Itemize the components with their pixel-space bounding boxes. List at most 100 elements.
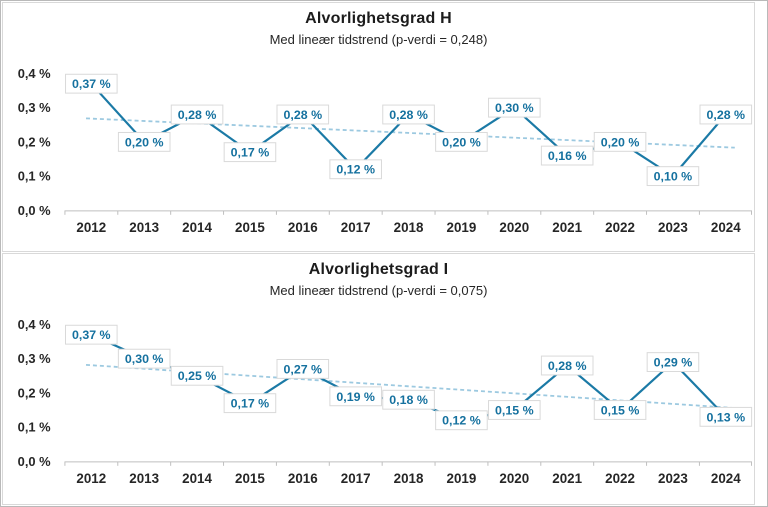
x-tick-label: 2023 (658, 471, 688, 486)
data-label-text: 0,28 % (548, 359, 587, 373)
chart-svg: 0,0 %0,1 %0,2 %0,3 %0,4 %2012 2013 2014 201… (18, 66, 753, 235)
x-tick-label: 2016 (288, 220, 318, 235)
x-tick-label: 2019 (447, 471, 477, 486)
data-label: 0,25 % (170, 365, 224, 386)
data-label: 0,28 % (540, 355, 594, 376)
data-label: 0,17 % (223, 393, 277, 414)
data-label-text: 0,15 % (495, 403, 534, 417)
x-axis-labels: 2012 2013 2014 2015 2016 2017 2018 2019 2020 2021… (76, 471, 741, 486)
y-tick-label: 0,3 % (18, 100, 51, 115)
data-label-text: 0,10 % (654, 170, 693, 184)
data-label: 0,10 % (646, 166, 700, 187)
data-label-text: 0,25 % (178, 369, 217, 383)
data-label: 0,15 % (593, 400, 647, 420)
data-label-text: 0,12 % (442, 414, 481, 428)
data-label-text: 0,17 % (231, 397, 270, 411)
data-label-text: 0,28 % (389, 108, 428, 122)
data-label-text: 0,27 % (284, 362, 323, 376)
data-label: 0,15 % (488, 400, 541, 420)
data-label-text: 0,15 % (601, 403, 640, 417)
y-tick-label: 0,0 % (18, 203, 51, 218)
data-label-text: 0,19 % (336, 390, 375, 404)
x-tick-label: 2012 (76, 471, 106, 486)
data-label-text: 0,28 % (707, 108, 746, 122)
data-label: 0,37 % (65, 324, 118, 345)
data-label-text: 0,18 % (389, 393, 428, 407)
data-label-text: 0,30 % (495, 101, 534, 115)
y-tick-label: 0,2 % (18, 385, 51, 400)
data-label-text: 0,37 % (72, 77, 111, 91)
data-label: 0,16 % (540, 145, 594, 166)
chart-title: Alvorlighetsgrad H (305, 10, 452, 27)
y-tick-label: 0,2 % (18, 134, 51, 149)
data-label-text: 0,13 % (707, 410, 746, 424)
series-line (90, 82, 727, 178)
data-label: 0,17 % (223, 142, 277, 163)
data-label-text: 0,28 % (178, 108, 217, 122)
data-label-text: 0,30 % (125, 352, 164, 366)
y-tick-label: 0,1 % (18, 420, 51, 435)
x-axis (64, 210, 752, 215)
x-tick-label: 2016 (288, 471, 318, 486)
x-tick-label: 2017 (341, 471, 371, 486)
data-label: 0,20 % (593, 131, 647, 152)
x-axis (64, 461, 753, 466)
data-label: 0,37 % (65, 73, 118, 94)
data-label: 0,13 % (699, 406, 753, 427)
x-tick-label: 2019 (447, 220, 477, 235)
y-tick-label: 0,3 % (18, 351, 51, 366)
chart-panel-severity-i: Alvorlighetsgrad I Med lineær tidstrend … (2, 253, 755, 505)
chart-svg: 0,0 %0,1 %0,2 %0,3 %0,4 %2012 2013 2014 201… (18, 317, 753, 486)
y-tick-label: 0,4 % (18, 317, 51, 332)
x-tick-label: 2022 (605, 220, 635, 235)
x-tick-label: 2015 (235, 220, 265, 235)
x-tick-label: 2020 (499, 471, 529, 486)
x-tick-label: 2024 (711, 220, 741, 235)
data-label: 0,27 % (276, 359, 330, 379)
data-label-text: 0,37 % (72, 328, 111, 342)
chart-panel-severity-h: Alvorlighetsgrad H Med lineær tidstrend … (2, 2, 755, 252)
x-tick-label: 2021 (552, 220, 582, 235)
chart-subtitle: Med lineær tidstrend (p-verdi = 0,248) (269, 32, 488, 47)
y-axis-labels: 0,0 % 0,1 % 0,2 % 0,3 % 0,4 % (18, 66, 51, 218)
data-label-text: 0,17 % (231, 146, 270, 160)
data-label: 0,28 % (170, 104, 224, 125)
data-label-text: 0,20 % (601, 135, 640, 149)
data-label: 0,12 % (435, 410, 488, 431)
data-label-text: 0,20 % (442, 135, 481, 149)
x-tick-label: 2021 (552, 471, 582, 486)
data-label: 0,12 % (329, 159, 382, 180)
x-tick-label: 2014 (182, 471, 212, 486)
x-tick-label: 2022 (605, 471, 635, 486)
data-label: 0,29 % (646, 352, 700, 373)
chart-subtitle: Med lineær tidstrend (p-verdi = 0,075) (269, 283, 488, 298)
x-tick-label: 2013 (129, 471, 159, 486)
x-tick-label: 2024 (711, 471, 741, 486)
data-label-text: 0,29 % (654, 356, 693, 370)
data-label: 0,30 % (117, 348, 171, 369)
data-label-text: 0,28 % (284, 108, 323, 122)
y-tick-label: 0,0 % (18, 454, 51, 469)
data-label-text: 0,20 % (125, 135, 164, 149)
data-label: 0,28 % (382, 104, 435, 125)
data-label: 0,20 % (117, 131, 171, 152)
y-tick-label: 0,4 % (18, 66, 51, 81)
chart-title: Alvorlighetsgrad I (308, 261, 449, 278)
data-label-text: 0,12 % (336, 163, 375, 177)
data-label: 0,19 % (329, 386, 382, 407)
data-label: 0,18 % (382, 389, 435, 410)
y-axis-labels: 0,0 % 0,1 % 0,2 % 0,3 % 0,4 % (18, 317, 51, 469)
data-label: 0,20 % (435, 131, 488, 152)
x-tick-label: 2014 (182, 220, 212, 235)
x-axis-labels: 2012 2013 2014 2015 2016 2017 2018 2019 2020 2021… (76, 220, 741, 235)
x-tick-label: 2013 (129, 220, 159, 235)
x-tick-label: 2023 (658, 220, 688, 235)
data-label: 0,28 % (276, 104, 330, 125)
data-label: 0,28 % (699, 104, 753, 125)
x-tick-label: 2018 (394, 471, 424, 486)
x-tick-label: 2015 (235, 471, 265, 486)
data-label: 0,30 % (488, 97, 541, 118)
x-tick-label: 2012 (76, 220, 106, 235)
x-tick-label: 2017 (341, 220, 371, 235)
